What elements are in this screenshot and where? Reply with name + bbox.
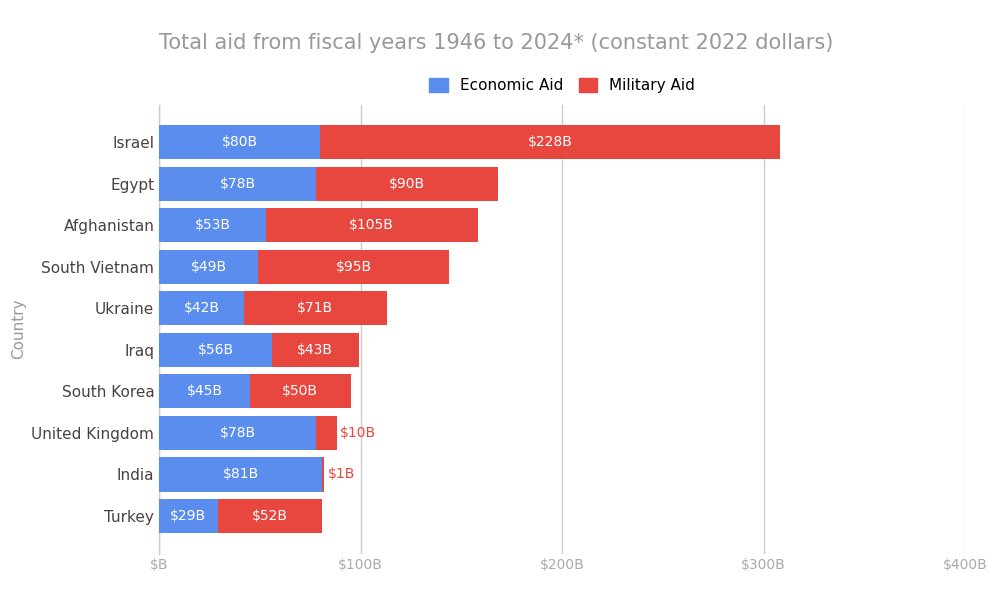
Bar [265,208,477,242]
Bar [159,416,316,450]
Text: $78B: $78B [220,426,255,440]
Text: $95B: $95B [335,260,372,274]
Bar [271,333,358,367]
Bar [159,499,218,533]
Bar [159,167,316,200]
Text: $80B: $80B [222,135,257,149]
Text: $78B: $78B [220,177,255,191]
Bar [249,375,350,408]
Bar [159,375,249,408]
Bar [316,167,497,200]
Bar [316,416,336,450]
Text: $50B: $50B [282,384,318,399]
Bar [322,458,324,491]
Bar [159,333,271,367]
Bar [159,125,320,159]
Text: $45B: $45B [186,384,223,399]
Bar [320,125,779,159]
Text: $53B: $53B [195,218,231,232]
Text: $56B: $56B [198,343,234,357]
Text: $105B: $105B [349,218,394,232]
Bar [257,250,449,284]
Text: $90B: $90B [389,177,424,191]
Text: Total aid from fiscal years 1946 to 2024* (constant 2022 dollars): Total aid from fiscal years 1946 to 2024… [159,33,833,53]
Text: $43B: $43B [297,343,333,357]
Bar [159,292,244,325]
Text: $1B: $1B [327,467,355,482]
Bar [159,458,322,491]
Bar [244,292,387,325]
Bar [159,208,265,242]
Text: $29B: $29B [170,509,207,523]
Text: $42B: $42B [183,301,220,315]
Text: $71B: $71B [297,301,333,315]
Text: $49B: $49B [190,260,227,274]
Text: $52B: $52B [251,509,287,523]
Bar [159,250,257,284]
Legend: Economic Aid, Military Aid: Economic Aid, Military Aid [422,72,701,99]
Y-axis label: Country: Country [11,299,26,359]
Text: $10B: $10B [339,426,376,440]
Text: $228B: $228B [527,135,572,149]
Text: $81B: $81B [223,467,258,482]
Bar [218,499,322,533]
